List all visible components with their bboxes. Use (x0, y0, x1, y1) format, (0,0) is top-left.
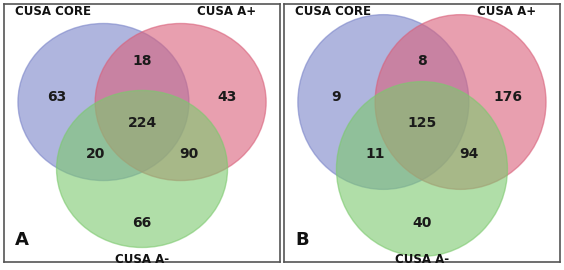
Text: A: A (15, 231, 29, 249)
Text: CUSA A+: CUSA A+ (477, 5, 536, 18)
Text: 94: 94 (459, 147, 478, 160)
Ellipse shape (375, 15, 546, 189)
Text: CUSA A+: CUSA A+ (197, 5, 256, 18)
Text: 43: 43 (218, 90, 237, 104)
Text: CUSA CORE: CUSA CORE (295, 5, 371, 18)
Ellipse shape (337, 82, 508, 256)
Text: CUSA A-: CUSA A- (395, 252, 449, 266)
Ellipse shape (56, 90, 227, 248)
Text: 224: 224 (127, 116, 157, 130)
Text: 20: 20 (86, 147, 105, 160)
Text: 40: 40 (412, 216, 431, 230)
Text: CUSA A-: CUSA A- (115, 252, 169, 266)
Text: B: B (295, 231, 309, 249)
Text: 11: 11 (365, 147, 385, 160)
Text: 125: 125 (407, 116, 437, 130)
Ellipse shape (95, 23, 266, 181)
Ellipse shape (298, 15, 469, 189)
Text: CUSA CORE: CUSA CORE (15, 5, 91, 18)
Text: 8: 8 (417, 54, 427, 68)
Text: 9: 9 (332, 90, 341, 104)
Text: 66: 66 (133, 216, 152, 230)
Text: 90: 90 (179, 147, 199, 160)
Ellipse shape (18, 23, 189, 181)
Text: 18: 18 (133, 54, 152, 68)
Text: 63: 63 (47, 90, 66, 104)
Text: 176: 176 (493, 90, 522, 104)
